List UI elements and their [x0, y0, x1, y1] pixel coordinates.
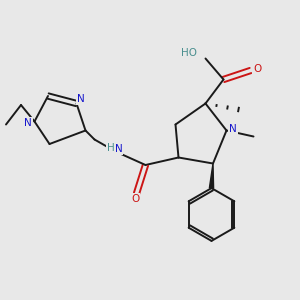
- Text: N: N: [24, 118, 32, 128]
- Text: N: N: [115, 144, 122, 154]
- Text: H: H: [107, 143, 115, 153]
- Text: O: O: [253, 64, 261, 74]
- Text: HO: HO: [181, 48, 197, 58]
- Text: N: N: [229, 124, 237, 134]
- Text: O: O: [131, 194, 139, 204]
- Polygon shape: [209, 164, 214, 188]
- Text: N: N: [77, 94, 85, 104]
